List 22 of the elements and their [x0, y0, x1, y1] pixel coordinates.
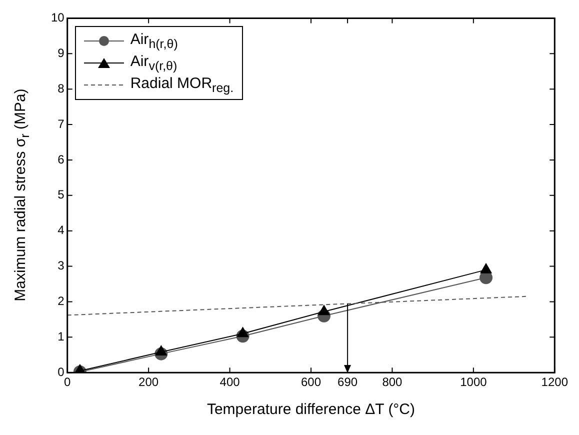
y-tick-label: 5	[58, 188, 65, 202]
y-tick-label: 4	[58, 223, 65, 238]
x-tick-label: 400	[220, 375, 240, 390]
y-tick-label: 0	[58, 364, 65, 379]
y-tick-label: 9	[58, 46, 65, 60]
y-tick-label: 7	[58, 116, 65, 131]
x-tick-label: 690	[338, 375, 358, 390]
x-tick-label: 1200	[541, 375, 568, 390]
legend-label: Air$_{h(r,θ)}$	[130, 31, 178, 52]
y-tick-label: 8	[58, 81, 65, 96]
x-tick-label: 200	[138, 375, 159, 390]
x-tick-label: 600	[300, 375, 322, 390]
y-tick-label: 1	[58, 329, 65, 344]
y-tick-label: 2	[58, 294, 65, 308]
x-tick-label: 800	[382, 375, 403, 390]
y-tick-label: 6	[58, 152, 65, 166]
x-tick-label: 1000	[460, 375, 488, 390]
y-tick-label: 10	[50, 10, 65, 25]
x-axis-title: Temperature difference ΔT (°C)	[206, 401, 416, 418]
y-tick-label: 3	[58, 258, 65, 273]
legend-label: Radial MOR$_{reg.}$	[130, 75, 234, 96]
legend-label: Air$_{v(r,θ)}$	[130, 53, 178, 74]
